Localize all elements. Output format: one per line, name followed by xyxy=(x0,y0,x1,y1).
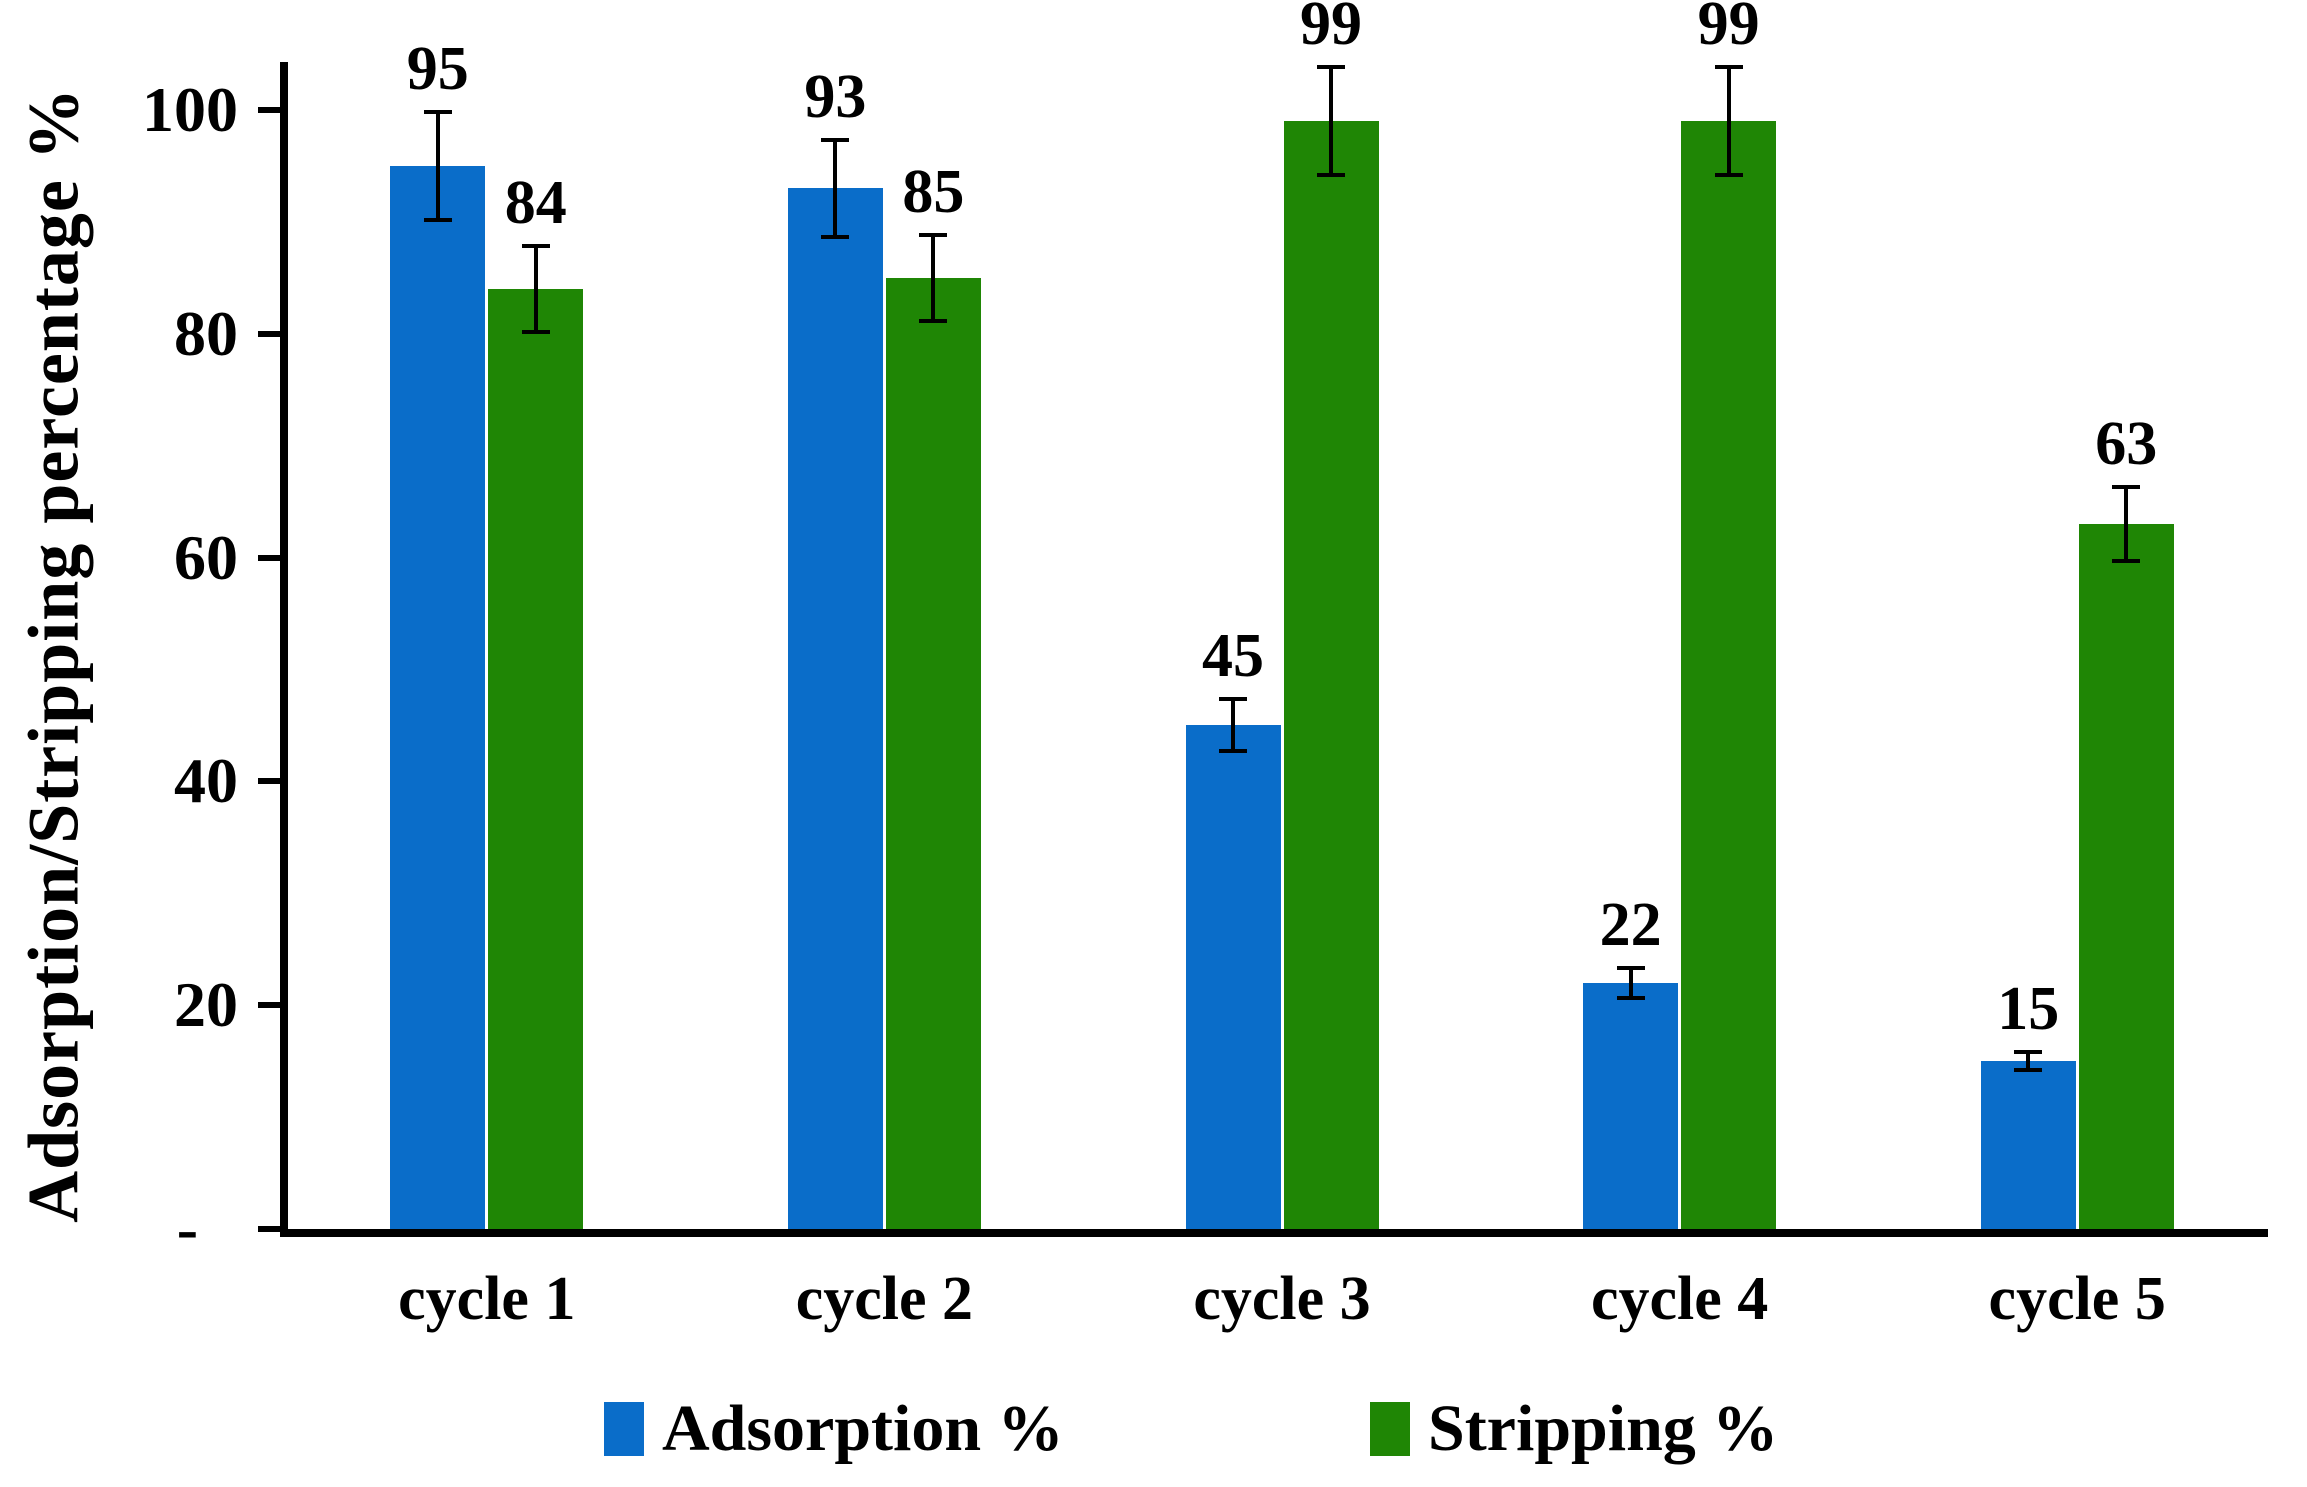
y-tick-label: - xyxy=(176,1193,198,1264)
y-tick-mark xyxy=(258,330,288,337)
plot-area: 100 80 60 40 20 - 95 84 93 85 45 99 22 99 15 63 xyxy=(142,0,2268,1261)
bar-value-label: 15 xyxy=(1997,974,2060,1043)
error-bar-cap-top xyxy=(919,233,948,238)
y-tick-mark xyxy=(258,1226,288,1232)
error-bar-line xyxy=(1329,65,1333,178)
error-bar-cap-top xyxy=(2014,1049,2043,1054)
error-bar-line xyxy=(931,233,936,323)
y-axis-title-text: Adsorption/Stripping percentage % xyxy=(13,87,94,1223)
y-tick-label: 80 xyxy=(174,297,238,369)
x-category-label: cycle 2 xyxy=(795,1265,974,1333)
error-bar-line xyxy=(1726,65,1731,178)
bar-value-label: 85 xyxy=(902,157,965,226)
bar-value-label: 99 xyxy=(1697,0,1760,59)
y-tick-mark xyxy=(258,554,288,561)
y-tick-mark xyxy=(258,106,288,113)
bar-stripping xyxy=(2078,524,2174,1229)
error-bar-cap-top xyxy=(1714,65,1743,70)
x-category-label: cycle 4 xyxy=(1590,1265,1769,1333)
bar-adsorption xyxy=(787,188,883,1229)
error-bar-cap-bottom xyxy=(821,234,850,239)
bar-value-label: 93 xyxy=(804,62,867,131)
error-bar-cap-bottom xyxy=(2014,1068,2043,1073)
y-tick-mark xyxy=(258,1002,288,1009)
bar-stripping xyxy=(1283,121,1379,1229)
legend-swatch-stripping xyxy=(1370,1402,1410,1456)
bar-value-label: 99 xyxy=(1300,0,1362,59)
x-category-label: cycle 5 xyxy=(1988,1265,2166,1333)
legend-swatch-adsorption xyxy=(604,1402,644,1456)
error-bar-cap-bottom xyxy=(919,318,948,323)
legend-label-adsorption: Adsorption % xyxy=(662,1392,1064,1465)
error-bar-cap-bottom xyxy=(521,329,550,334)
error-bar-cap-top xyxy=(1219,697,1247,702)
y-tick-label: 40 xyxy=(174,745,238,817)
x-category-label: cycle 1 xyxy=(398,1265,576,1333)
error-bar-cap-top xyxy=(423,109,452,114)
x-category-label: cycle 3 xyxy=(1193,1265,1371,1333)
error-bar-line xyxy=(2124,484,2129,564)
error-bar-line xyxy=(2026,1049,2031,1073)
error-bar-cap-top xyxy=(2112,484,2141,489)
bar-value-label: 45 xyxy=(1202,622,1264,691)
error-bar-line xyxy=(533,244,538,334)
error-bar-cap-bottom xyxy=(1616,995,1645,1000)
error-bar-cap-top xyxy=(1317,65,1345,70)
bar-adsorption xyxy=(1185,725,1281,1229)
bar-stripping xyxy=(488,289,584,1229)
bar-value-label: 95 xyxy=(406,34,469,103)
bar-adsorption xyxy=(390,165,486,1229)
error-bar-cap-bottom xyxy=(423,217,452,222)
error-bar-cap-top xyxy=(521,244,550,249)
bar-adsorption xyxy=(1583,982,1679,1229)
legend-label-stripping: Stripping % xyxy=(1428,1392,1779,1465)
error-bar-line xyxy=(435,109,440,222)
y-tick-label: 20 xyxy=(174,969,238,1041)
error-bar-cap-bottom xyxy=(1219,749,1247,754)
error-bar-line xyxy=(833,137,838,239)
bar-adsorption xyxy=(1980,1061,2076,1229)
legend-entry-adsorption: Adsorption % xyxy=(604,1396,1064,1462)
error-bar-line xyxy=(1628,966,1633,1000)
bar-value-label: 84 xyxy=(504,169,567,238)
y-tick-label: 60 xyxy=(174,521,238,593)
error-bar-cap-bottom xyxy=(1714,173,1743,178)
y-tick-label: 100 xyxy=(142,73,238,145)
error-bar-cap-top xyxy=(1616,966,1645,971)
bar-stripping xyxy=(885,277,981,1229)
legend-entry-stripping: Stripping % xyxy=(1370,1396,1778,1462)
bar-value-label: 63 xyxy=(2095,409,2158,478)
y-tick-mark xyxy=(258,778,288,785)
error-bar-line xyxy=(1231,697,1235,754)
bar-value-label: 22 xyxy=(1599,890,1662,959)
bar-stripping xyxy=(1681,121,1777,1229)
error-bar-cap-bottom xyxy=(1317,173,1345,178)
error-bar-cap-bottom xyxy=(2112,559,2141,564)
error-bar-cap-top xyxy=(821,137,850,142)
